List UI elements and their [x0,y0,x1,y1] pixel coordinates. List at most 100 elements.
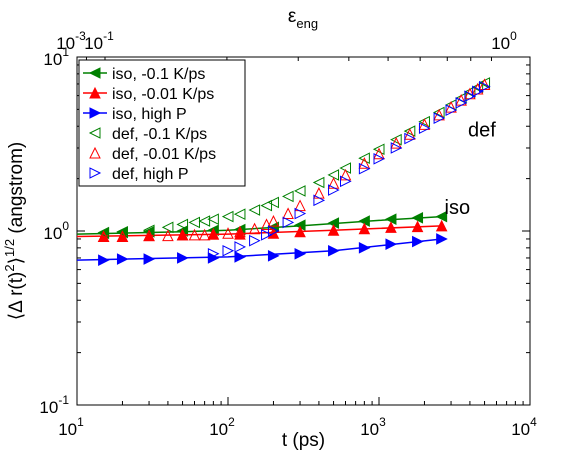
legend-label: iso, high P [112,106,187,123]
series [76,233,448,266]
top-tick-label: 10-1 [84,29,114,53]
data-point [222,227,234,239]
data-point [89,107,102,119]
data-point [328,184,340,196]
data-point [234,241,247,253]
data-point [435,210,448,223]
data-point [358,162,371,175]
data-point [373,147,385,160]
data-point [433,112,446,124]
data-point [198,215,211,227]
legend-item: iso, -0.1 K/ps [83,66,205,83]
data-point [294,225,306,238]
y-tick-label-base: 10 [39,398,58,417]
data-point [358,157,371,169]
data-point [390,142,403,154]
data-point [234,251,247,263]
data-point [261,229,273,241]
data-point [312,176,325,189]
data-point [339,162,352,174]
y-axis-label-sup1: 2 [2,264,17,271]
annotation-def: def [468,119,496,141]
y-tick-label-exp: 0 [62,219,69,233]
data-point [233,208,246,220]
data-point [176,228,189,241]
legend: iso, -0.1 K/ps iso, -0.01 K/ps iso, high P… [78,59,246,187]
data-point [267,196,279,209]
data-point [88,127,101,139]
data-point [435,219,448,232]
data-point [267,250,280,262]
data-point [358,222,371,235]
plot-area [76,77,491,266]
data-point [385,238,398,250]
data-point [234,225,246,238]
data-point [249,234,261,247]
data-point [282,216,295,229]
legend-item: iso, high P [83,106,187,123]
data-point [198,228,211,241]
y-axis-label-post: (angstrom) [6,142,27,239]
y-axis-label-pre: ⟨Δ r(t) [6,272,27,321]
data-point [340,175,352,188]
top-tick-label-exp: -3 [75,29,86,43]
data-point [97,230,110,242]
data-point [176,218,189,231]
top-tick-label-base: 10 [84,34,103,53]
x-tick-label: 102 [209,415,235,439]
data-point [162,229,174,242]
y-tick-label: 100 [43,219,69,243]
data-point [98,254,110,266]
top-axis-label-main: ε [288,6,297,27]
data-point [267,214,280,227]
data-point [116,225,128,238]
data-point [282,207,294,220]
data-point [411,220,424,233]
data-point [89,146,101,159]
data-point [373,152,386,165]
data-point [418,122,431,134]
data-point [436,233,448,245]
data-point [248,204,261,216]
data-point [358,152,370,165]
data-point [339,168,352,181]
data-point [143,229,155,242]
data-point [143,253,156,265]
x-tick-label-exp: 3 [379,415,386,429]
data-point [89,86,101,99]
legend-item: def, -0.01 K/ps [89,146,216,163]
x-tick-label-base: 10 [360,420,379,439]
data-point [390,136,403,149]
x-tick-label-exp: 2 [228,415,235,429]
legend-label: iso, -0.01 K/ps [112,86,214,103]
top-tick-label-base: 10 [491,34,510,53]
y-tick-label: 101 [43,45,69,69]
x-tick-label: 101 [58,415,84,439]
legend-item: iso, -0.01 K/ps [83,86,214,103]
data-point [294,207,307,220]
y-axis-label: ⟨Δ r(t)2⟩1/2 (angstrom) [2,142,27,320]
data-point [445,104,458,116]
data-point [404,132,416,145]
data-point [412,235,424,248]
data-point [248,222,261,235]
data-point [97,226,110,239]
x-tick-label: 104 [511,415,537,439]
legend-label: def, -0.1 K/ps [112,126,207,143]
data-point [411,212,424,224]
data-point [88,67,101,79]
data-point [260,199,273,212]
top-tick-label-base: 10 [56,34,75,53]
data-point [207,227,220,240]
top-tick-label-exp: -1 [103,29,114,43]
data-point [116,230,129,242]
data-point [472,85,484,98]
data-point [188,228,201,241]
y-tick-label-base: 10 [43,224,62,243]
legend-item: def, -0.1 K/ps [88,126,207,143]
x-tick-label-base: 10 [511,420,530,439]
y-axis-label-sup2: 1/2 [2,239,17,257]
data-point [327,224,340,236]
y-tick-label: 10-1 [39,393,69,417]
data-point [455,97,468,109]
